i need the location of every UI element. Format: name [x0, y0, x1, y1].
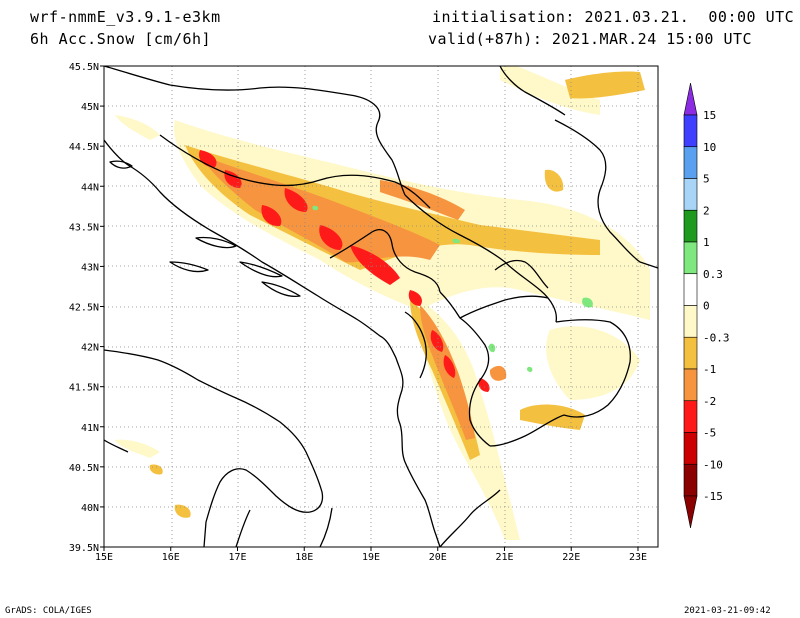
colorbar-label: -5 [703, 427, 716, 440]
y-tick-label: 41N [81, 423, 99, 434]
axis-ticks: 15E 16E 17E 18E 19E 20E 21E 22E 23E 39.5N 40N 40.5N… [69, 62, 647, 563]
grads-credit: GrADS: COLA/IGES [5, 606, 92, 616]
colorbar-swatch [683, 241, 698, 275]
colorbar-label: 2 [703, 204, 710, 217]
colorbar: 15 10 5 2 1 0.3 0 -0.3 -1 -2 -5 -10 -15 [683, 82, 730, 529]
x-tick-label: 18E [295, 552, 313, 563]
colorbar-swatch [683, 273, 698, 306]
y-tick-label: 39.5N [69, 543, 99, 554]
y-tick-label: 40N [81, 503, 99, 514]
colorbar-bottom-arrow [683, 495, 698, 529]
colorbar-label: -1 [703, 363, 716, 376]
x-tick-label: 15E [95, 552, 113, 563]
y-tick-label: 42N [81, 343, 99, 354]
y-tick-label: 41.5N [69, 383, 99, 394]
valid-time: valid(+87h): 2021.MAR.24 15:00 UTC [428, 30, 753, 48]
x-tick-label: 20E [429, 552, 447, 563]
y-tick-label: 45N [81, 102, 99, 113]
map-area [104, 66, 658, 547]
y-tick-label: 44.5N [69, 142, 99, 153]
y-tick-label: 40.5N [69, 463, 99, 474]
coastlines-and-borders [104, 66, 658, 547]
model-title: wrf-nmmE_v3.9.1-e3km [30, 8, 221, 26]
y-tick-label: 42.5N [69, 303, 99, 314]
x-tick-label: 17E [228, 552, 246, 563]
x-tick-label: 19E [362, 552, 380, 563]
variable-title: 6h Acc.Snow [cm/6h] [30, 30, 212, 48]
colorbar-swatch [683, 400, 698, 433]
colorbar-swatch [683, 463, 698, 497]
colorbar-swatch [683, 209, 698, 243]
x-tick-label: 16E [162, 552, 180, 563]
x-tick-label: 22E [562, 552, 580, 563]
y-tick-label: 43N [81, 262, 99, 273]
colorbar-swatch [683, 305, 698, 338]
colorbar-swatch [683, 336, 698, 370]
colorbar-label: -15 [703, 490, 723, 503]
initialisation-time: initialisation: 2021.03.21. 00:00 UTC [432, 8, 795, 26]
snow-field [115, 66, 651, 540]
x-tick-label: 21E [495, 552, 513, 563]
colorbar-label: 15 [703, 109, 716, 122]
x-tick-label: 23E [629, 552, 647, 563]
colorbar-swatch [683, 114, 698, 148]
colorbar-label: -10 [703, 458, 723, 471]
colorbar-top-arrow [683, 82, 698, 116]
colorbar-label: 5 [703, 173, 710, 186]
colorbar-label: 1 [703, 236, 710, 249]
y-tick-label: 44N [81, 182, 99, 193]
colorbar-swatch [683, 432, 698, 465]
y-tick-label: 43.5N [69, 222, 99, 233]
colorbar-swatch [683, 368, 698, 402]
colorbar-swatch [683, 178, 698, 211]
colorbar-label: 10 [703, 141, 716, 154]
plot-timestamp: 2021-03-21-09:42 [684, 606, 771, 616]
colorbar-label: 0.3 [703, 268, 723, 281]
colorbar-swatch [683, 146, 698, 179]
colorbar-label: 0 [703, 300, 710, 313]
colorbar-label: -2 [703, 395, 716, 408]
y-tick-label: 45.5N [69, 62, 99, 73]
colorbar-label: -0.3 [703, 331, 730, 344]
